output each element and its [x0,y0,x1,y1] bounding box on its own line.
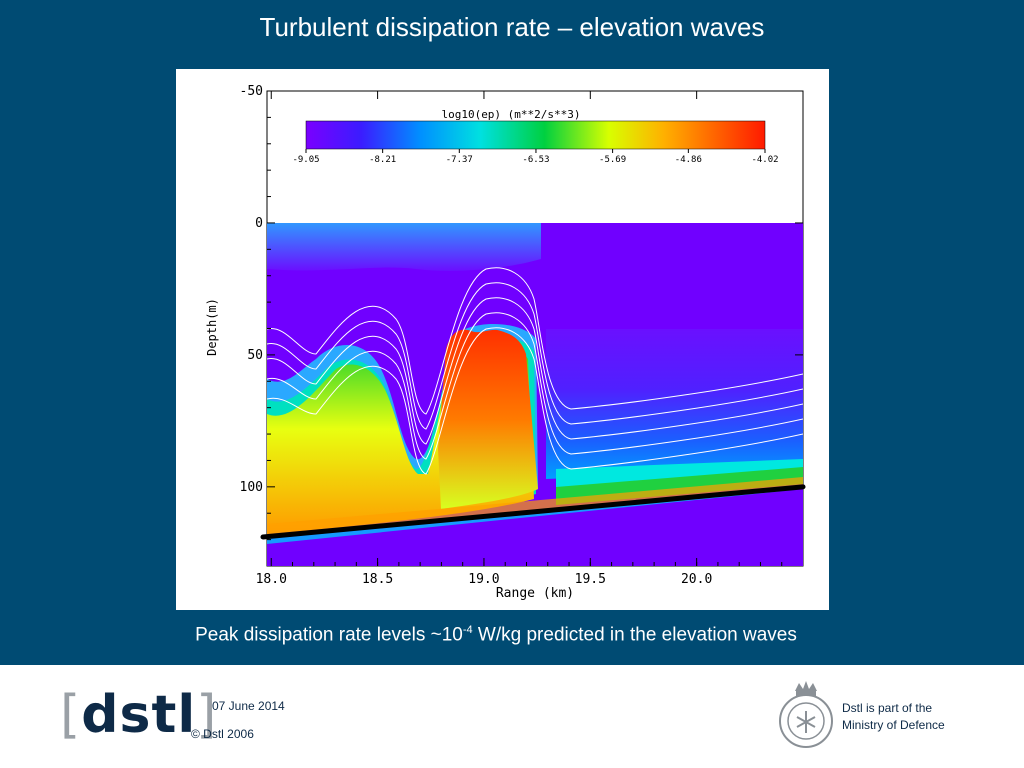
x-axis-ticks: 18.0 18.5 19.0 19.5 20.0 [256,91,783,587]
heatmap-field [267,223,803,566]
x-tick-label-3: 19.5 [575,572,606,587]
x-tick-label-4: 20.0 [681,572,712,587]
y-tick-label-2: 50 [247,348,263,363]
chart-figure: log10(ep) (m**2/s**3) -9.05 -8.21 -7.37 -6.… [176,69,829,610]
seabed-line [260,484,806,540]
dissipation-chart: log10(ep) (m**2/s**3) -9.05 -8.21 -7.37 -6.… [205,84,806,601]
footer-copyright: © Dstl 2006 [191,727,254,741]
y-tick-label-0: -50 [240,84,263,99]
slide-title: Turbulent dissipation rate – elevation w… [259,12,765,42]
colorbar-tick-label-6: -4.02 [751,155,778,165]
colorbar-tick-label-2: -7.37 [446,155,473,165]
colorbar-title: log10(ep) (m**2/s**3) [441,108,580,121]
slide: Turbulent dissipation rate – elevation w… [0,12,992,646]
mod-text: Dstl is part of the Ministry of Defence [842,700,982,734]
footer: [dstl] 07 June 2014 © Dstl 2006 Dstl is … [0,665,1024,768]
logo-text: dstl [81,685,197,745]
slide-caption: Peak dissipation rate levels ~10-4 W/kg … [0,624,992,646]
colorbar-tick-label-5: -4.86 [675,155,702,165]
footer-date: 07 June 2014 [212,699,285,713]
dstl-logo: [dstl] [60,685,217,745]
colorbar-tick-label-1: -8.21 [369,155,396,165]
colorbar-ticks: -9.05 -8.21 -7.37 -6.53 -5.69 -4.86 -4.02 [292,149,779,165]
x-tick-label-2: 19.0 [468,572,499,587]
logo-bracket-right: ] [196,685,218,745]
mod-line-1: Dstl is part of the [842,701,933,715]
y-tick-label-3: 100 [240,480,263,495]
y-axis-ticks: -50 0 50 100 [240,84,803,541]
y-tick-label-1: 0 [255,216,263,231]
mod-line-2: Ministry of Defence [842,718,945,732]
caption-exponent: -4 [462,624,473,636]
caption-prefix: Peak dissipation rate levels ~10 [195,624,463,646]
x-tick-label-1: 18.5 [362,572,393,587]
colorbar-tick-label-3: -6.53 [522,155,549,165]
caption-suffix: W/kg predicted in the elevation waves [472,624,797,646]
colorbar-tick-label-0: -9.05 [292,155,319,165]
x-tick-label-0: 18.0 [256,572,287,587]
colorbar [305,120,766,150]
mod-crest-icon [779,681,833,748]
y-axis-label: Depth(m) [205,298,219,356]
logo-bracket-left: [ [60,685,82,745]
colorbar-tick-label-4: -5.69 [599,155,626,165]
x-axis-label: Range (km) [496,586,574,601]
